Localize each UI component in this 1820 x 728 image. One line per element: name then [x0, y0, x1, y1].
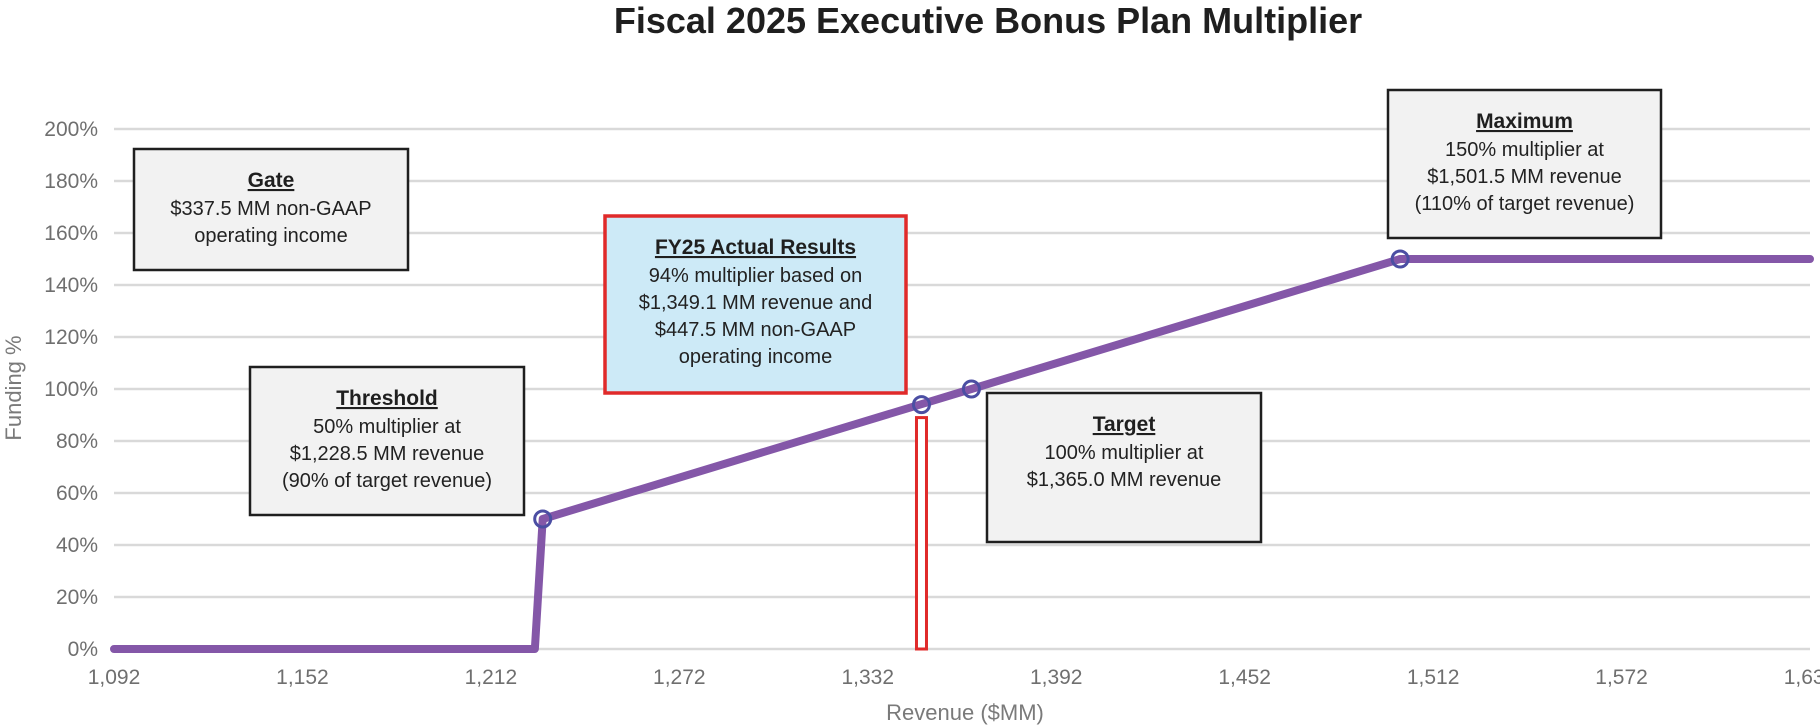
x-axis-title: Revenue ($MM)	[886, 700, 1044, 725]
callout-text-line: 94% multiplier based on	[649, 265, 862, 287]
x-tick-label: 1,512	[1407, 666, 1460, 689]
milestone-markers	[533, 249, 1410, 529]
callout-text-line: $1,349.1 MM revenue and	[639, 292, 873, 314]
callout-box	[1386, 88, 1663, 240]
actual-result-bar-layer	[914, 416, 928, 651]
callout-box	[603, 214, 908, 395]
x-tick-label: 1,392	[1030, 666, 1083, 689]
callout-title: Gate	[248, 169, 295, 192]
callout-text-line: $1,501.5 MM revenue	[1427, 166, 1622, 188]
milestone-marker	[911, 395, 931, 415]
actual-results-callout: FY25 Actual Results 94% multiplier based …	[603, 214, 908, 395]
milestone-marker	[1390, 249, 1410, 269]
y-tick-label: 20%	[56, 586, 98, 609]
funding-curve-layer	[110, 255, 1814, 653]
milestone-marker	[961, 379, 981, 399]
y-tick-label: 40%	[56, 534, 98, 557]
y-axis-title: Funding %	[1, 335, 26, 440]
x-tick-label: 1,092	[88, 666, 141, 689]
y-tick-label: 60%	[56, 482, 98, 505]
x-tick-label: 1,332	[841, 666, 894, 689]
funding-curve	[110, 255, 1814, 653]
y-tick-label: 200%	[44, 118, 98, 141]
callout-title: Maximum	[1476, 110, 1573, 133]
y-tick-label: 140%	[44, 274, 98, 297]
x-tick-label: 1,632	[1784, 666, 1820, 689]
callout-text-line: $337.5 MM non-GAAP	[170, 198, 371, 220]
maximum-callout: Maximum 150% multiplier at $1,501.5 MM rev…	[1386, 88, 1663, 240]
x-axis-tick-labels: 1,092 1,152 1,212 1,272 1,332 1,392 1,452 1,512…	[88, 666, 1820, 689]
target-callout: Target 100% multiplier at $1,365.0 MM reve…	[985, 391, 1263, 544]
callout-text-line: operating income	[194, 225, 347, 247]
callout-text-line: $447.5 MM non-GAAP	[655, 319, 856, 341]
callout-text-line: operating income	[679, 346, 832, 368]
callout-title: Target	[1093, 413, 1156, 436]
y-tick-label: 80%	[56, 430, 98, 453]
x-tick-label: 1,572	[1595, 666, 1648, 689]
y-tick-label: 160%	[44, 222, 98, 245]
y-tick-label: 0%	[68, 638, 98, 661]
callout-text-line: (110% of target revenue)	[1415, 193, 1635, 215]
x-tick-label: 1,452	[1218, 666, 1271, 689]
callout-title: FY25 Actual Results	[655, 236, 856, 259]
callout-text-line: 150% multiplier at	[1445, 139, 1604, 161]
callout-text-line: (90% of target revenue)	[282, 470, 492, 492]
callout-text-line: 100% multiplier at	[1045, 442, 1204, 464]
y-tick-label: 120%	[44, 326, 98, 349]
callout-text-line: $1,365.0 MM revenue	[1027, 469, 1222, 491]
y-tick-label: 180%	[44, 170, 98, 193]
x-tick-label: 1,272	[653, 666, 706, 689]
y-axis-tick-labels: 0% 20% 40% 60% 80% 100% 120% 140% 160% 180% 200%	[44, 118, 98, 661]
callout-text-line: $1,228.5 MM revenue	[290, 443, 485, 465]
callout-text-line: 50% multiplier at	[313, 416, 461, 438]
actual-result-bar	[914, 416, 928, 651]
x-tick-label: 1,212	[465, 666, 518, 689]
callout-box	[248, 365, 526, 517]
callout-title: Threshold	[336, 387, 438, 410]
milestone-marker	[533, 509, 553, 529]
callout-box	[985, 391, 1263, 544]
threshold-callout: Threshold 50% multiplier at $1,228.5 MM re…	[248, 365, 526, 517]
callout-box	[132, 147, 410, 272]
chart-title: Fiscal 2025 Executive Bonus Plan Multipl…	[614, 0, 1362, 41]
x-tick-label: 1,152	[276, 666, 329, 689]
y-tick-label: 100%	[44, 378, 98, 401]
gate-callout: Gate $337.5 MM non-GAAP operating income	[132, 147, 410, 272]
